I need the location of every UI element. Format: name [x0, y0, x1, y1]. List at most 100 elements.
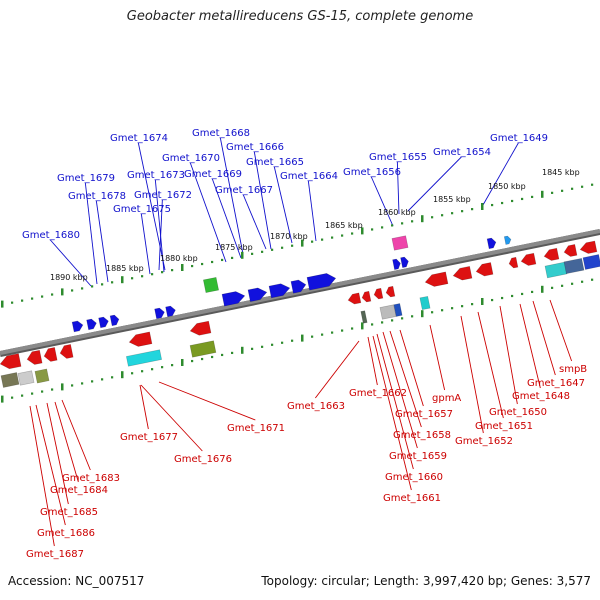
genome-title: Geobacter metallireducens GS-15, complet… [126, 9, 474, 24]
label-connector-lines [29, 137, 573, 547]
ruler-dot [461, 210, 464, 213]
reverse-gene-arrow-body [59, 344, 74, 359]
ruler-dot [281, 341, 284, 344]
forward-gene-arrow [486, 237, 497, 250]
forward-gene-arrow [306, 273, 337, 291]
reverse-gene-arrow-body [361, 290, 372, 303]
reverse-gene-arrow [59, 344, 74, 359]
feature-box [419, 295, 431, 311]
ruler-major-tick [181, 358, 184, 366]
gene-label: Gmet_1684 [50, 485, 108, 496]
ruler-dot [171, 269, 174, 272]
ruler-major-tick [421, 215, 424, 223]
ruler-dot [81, 382, 84, 385]
ruler-dot [131, 372, 134, 375]
ruler-dot [21, 394, 24, 397]
gene-label: Gmet_1673 [127, 170, 185, 181]
ruler-dot [331, 236, 334, 239]
label-connector [499, 305, 518, 405]
label-connector [95, 200, 109, 283]
ruler-dot [231, 256, 234, 260]
ruler-major-tick [241, 251, 244, 259]
gene-label: Gmet_1678 [68, 191, 126, 202]
ruler-dot [131, 277, 134, 280]
ruler-dot [431, 311, 434, 314]
ruler-dot [11, 396, 14, 399]
ruler-dot [381, 226, 384, 229]
gene-label: Gmet_1669 [184, 169, 242, 180]
label-connector [139, 384, 149, 430]
label-connector [61, 399, 91, 471]
ruler-major-tick [61, 383, 64, 391]
ruler-dot [431, 216, 434, 219]
ruler-dot [411, 315, 414, 318]
kbp-tick-label: 1860 kbp [378, 208, 416, 217]
label-connector [273, 166, 293, 244]
ruler-dot [441, 309, 444, 312]
ruler-dot [311, 240, 314, 243]
ruler-dot [71, 384, 74, 387]
ruler-dot [191, 264, 194, 268]
ruler-major-tick [541, 285, 544, 293]
ruler-dot [341, 329, 344, 332]
label-connector [242, 194, 267, 250]
feature-box-body [125, 349, 163, 367]
ruler-dot [261, 250, 264, 253]
ruler-major-tick [1, 300, 4, 308]
feature-box-body [393, 303, 403, 317]
ruler-dot [51, 293, 54, 296]
gene-label: Gmet_1676 [174, 454, 232, 465]
ruler-dot [591, 278, 594, 281]
reverse-gene-arrow [475, 262, 494, 277]
forward-gene-arrow-body [392, 258, 401, 270]
reverse-gene-arrow [26, 349, 43, 365]
ruler-dot [111, 376, 114, 379]
gene-label: Gmet_1670 [162, 153, 220, 164]
ruler-dot [531, 290, 534, 294]
gene-label: Gmet_1660 [385, 472, 443, 483]
ruler-dot [291, 244, 294, 247]
gene-label: Gmet_1647 [527, 378, 585, 389]
label-connector [519, 303, 541, 389]
label-connector [396, 161, 400, 215]
gene-label: Gmet_1666 [226, 142, 284, 153]
reverse-gene-arrow-body [508, 256, 519, 269]
feature-box-body [17, 370, 35, 386]
gene-label: Gmet_1648 [512, 391, 570, 402]
reverse-kbp-ruler [1, 278, 594, 403]
reverse-gene-arrow [189, 320, 212, 336]
ruler-major-tick [361, 227, 364, 235]
ruler-dot [311, 335, 314, 338]
ruler-dot [321, 238, 324, 241]
forward-gene-arrow-body [86, 318, 97, 331]
reverse-gene-arrow-body [452, 265, 473, 281]
reverse-gene-arrow-body [128, 331, 153, 347]
label-connector [482, 142, 519, 206]
forward-gene-arrow-body [486, 237, 497, 250]
gene-label: Gmet_1680 [22, 230, 80, 241]
accession-text: Accession: NC_007517 [8, 574, 145, 588]
forward-gene-arrow-body [247, 287, 268, 303]
ruler-dot [151, 368, 154, 371]
ruler-dot [561, 189, 564, 192]
ruler-dot [531, 195, 534, 199]
ruler-dot [521, 292, 524, 296]
reverse-gene-arrow [508, 256, 519, 269]
reverse-gene-arrow-body [0, 353, 22, 370]
gene-label: Gmet_1662 [349, 388, 407, 399]
topology-text: Topology: circular; Length: 3,997,420 bp… [261, 574, 591, 588]
gene-label: Gmet_1655 [369, 152, 427, 163]
ruler-dot [471, 208, 474, 211]
forward-gene-arrow-body [165, 305, 176, 318]
reverse-gene-arrow-body [579, 240, 598, 254]
ruler-dot [581, 280, 584, 283]
ruler-dot [141, 275, 144, 278]
ruler-major-tick [121, 371, 124, 379]
label-connector [140, 213, 151, 275]
feature-box-body [189, 340, 217, 358]
ruler-dot [221, 353, 224, 357]
feature-box [393, 303, 403, 317]
feature-box-body [379, 304, 397, 320]
ruler-dot [571, 187, 574, 190]
reverse-gene-arrow-body [563, 244, 578, 257]
